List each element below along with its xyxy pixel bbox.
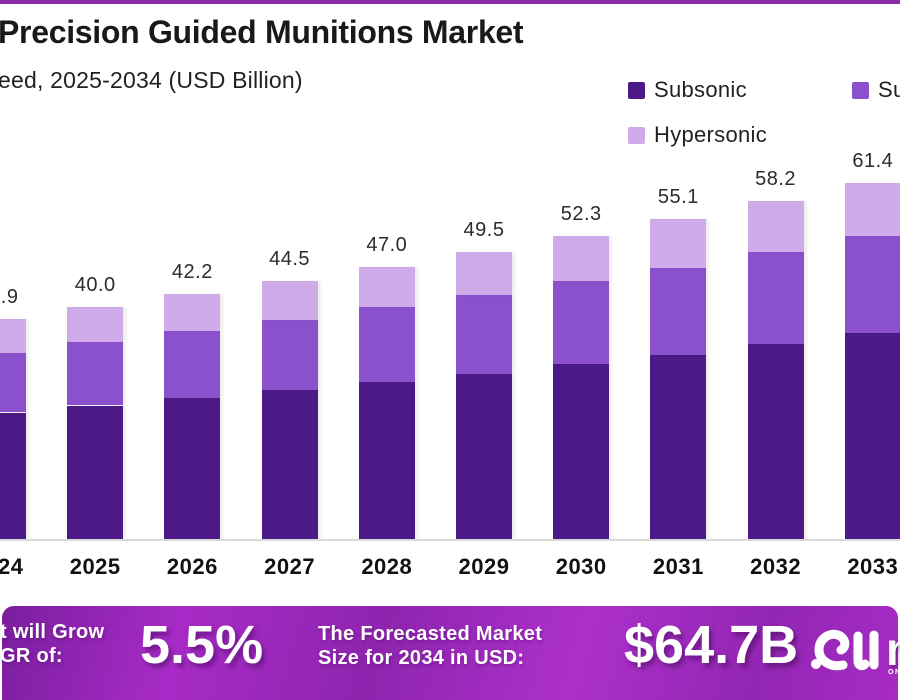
chart-baseline [0,539,900,541]
bar-segment-2025-hypersonic [67,307,124,343]
bar-total-label-2027: 44.5 [269,248,311,270]
logo-sub-text: ON [888,669,900,676]
bar-segment-2028-hypersonic [358,266,415,308]
bar-segment-2027-hypersonic [261,281,318,320]
brand-logo: n ON [810,620,900,686]
x-axis-label-2027: 2027 [264,554,316,579]
x-axis-label-2033: 2033 [847,554,899,579]
bar-total-label-2031: 55.1 [657,186,699,209]
bar-segment-2032-subsonic [747,344,804,540]
forecast-text: The Forecasted Market Size for 2034 in U… [318,622,542,670]
bar-total-label-2033: 61.4 [852,149,894,172]
cagr-text: t will Grow GR of: [0,620,104,668]
bar-segment-2033-subsonic [844,333,900,540]
bar-segment-2033-supersonic [844,235,900,334]
logo-mark-icon [811,629,879,671]
legend-label-subsonic: Subsonic [654,77,747,102]
bar-segment-2029-hypersonic [456,251,512,295]
x-axis-label-2026: 2026 [166,554,218,579]
bar-segment-2030-hypersonic [553,235,610,281]
legend-swatch-subsonic-icon [628,81,645,99]
legend-item-supersonic: Supersonic [852,77,900,103]
x-axis-label-2024: 2024 [0,554,24,579]
legend-label-supersonic: Supersonic [878,77,900,102]
x-axis-label-2025: 2025 [69,554,121,579]
bar-segment-2032-hypersonic [747,201,804,252]
bar-segment-2028-subsonic [358,381,415,540]
bar-total-label-2026: 42.2 [171,261,213,284]
bar-segment-2027-supersonic [261,320,318,391]
bar-segment-2027-subsonic [261,390,318,540]
bar-segment-2025-subsonic [67,405,124,540]
logo-partial-letter: n [886,622,900,676]
bar-segment-2026-subsonic [164,398,221,540]
bar-total-label-2025: 40.0 [74,274,116,297]
chart-title: Precision Guided Munitions Market [0,14,524,50]
forecast-value: $64.7B [624,615,799,675]
cagr-text-line2: GR of: [0,645,63,667]
chart-subtitle: eed, 2025-2034 (USD Billion) [0,67,303,93]
bar-segment-2030-supersonic [553,281,610,365]
x-axis-label-2031: 2031 [652,554,704,579]
bar-segment-2026-supersonic [164,331,221,398]
bar-segment-2029-supersonic [456,295,512,374]
bar-total-label-2028: 47.0 [366,233,408,256]
bar-total-label-2029: 49.5 [463,218,505,241]
legend-item-subsonic: Subsonic [628,77,747,103]
forecast-text-line1: The Forecasted Market [318,623,543,645]
bar-segment-2029-subsonic [456,373,512,540]
bar-segment-2024-subsonic [0,412,26,540]
bar-segment-2031-subsonic [650,354,707,540]
bar-segment-2032-supersonic [747,251,804,345]
cagr-value: 5.5% [140,615,264,675]
footer-banner: t will Grow GR of: 5.5% The Forecasted M… [0,606,900,700]
bar-total-label-2032: 58.2 [755,168,797,191]
legend-item-hypersonic: Hypersonic [628,122,767,148]
bar-segment-2028-supersonic [358,307,415,382]
bar-segment-2026-hypersonic [164,294,221,332]
legend-swatch-supersonic-icon [852,81,869,99]
bar-segment-2024-supersonic [0,352,26,413]
bar-total-label-2030: 52.3 [560,202,602,225]
cagr-text-line1: t will Grow [0,621,105,643]
bar-segment-2024-hypersonic [0,319,26,353]
forecast-text-line2: Size for 2034 in USD: [318,647,525,669]
x-axis-label-2029: 2029 [458,554,510,579]
bar-segment-2033-hypersonic [844,182,900,236]
x-axis-label-2030: 2030 [555,554,607,579]
legend-label-hypersonic: Hypersonic [654,122,768,147]
bar-segment-2031-hypersonic [650,219,707,268]
bar-total-label-2024: 37.9 [0,286,19,309]
bar-segment-2030-subsonic [553,364,610,540]
bar-segment-2031-supersonic [650,267,707,355]
bar-segment-2025-supersonic [67,342,124,406]
top-accent-stripe [0,0,900,4]
x-axis-label-2028: 2028 [361,554,413,579]
legend-swatch-hypersonic-icon [628,126,645,144]
x-axis-label-2032: 2032 [750,554,802,579]
